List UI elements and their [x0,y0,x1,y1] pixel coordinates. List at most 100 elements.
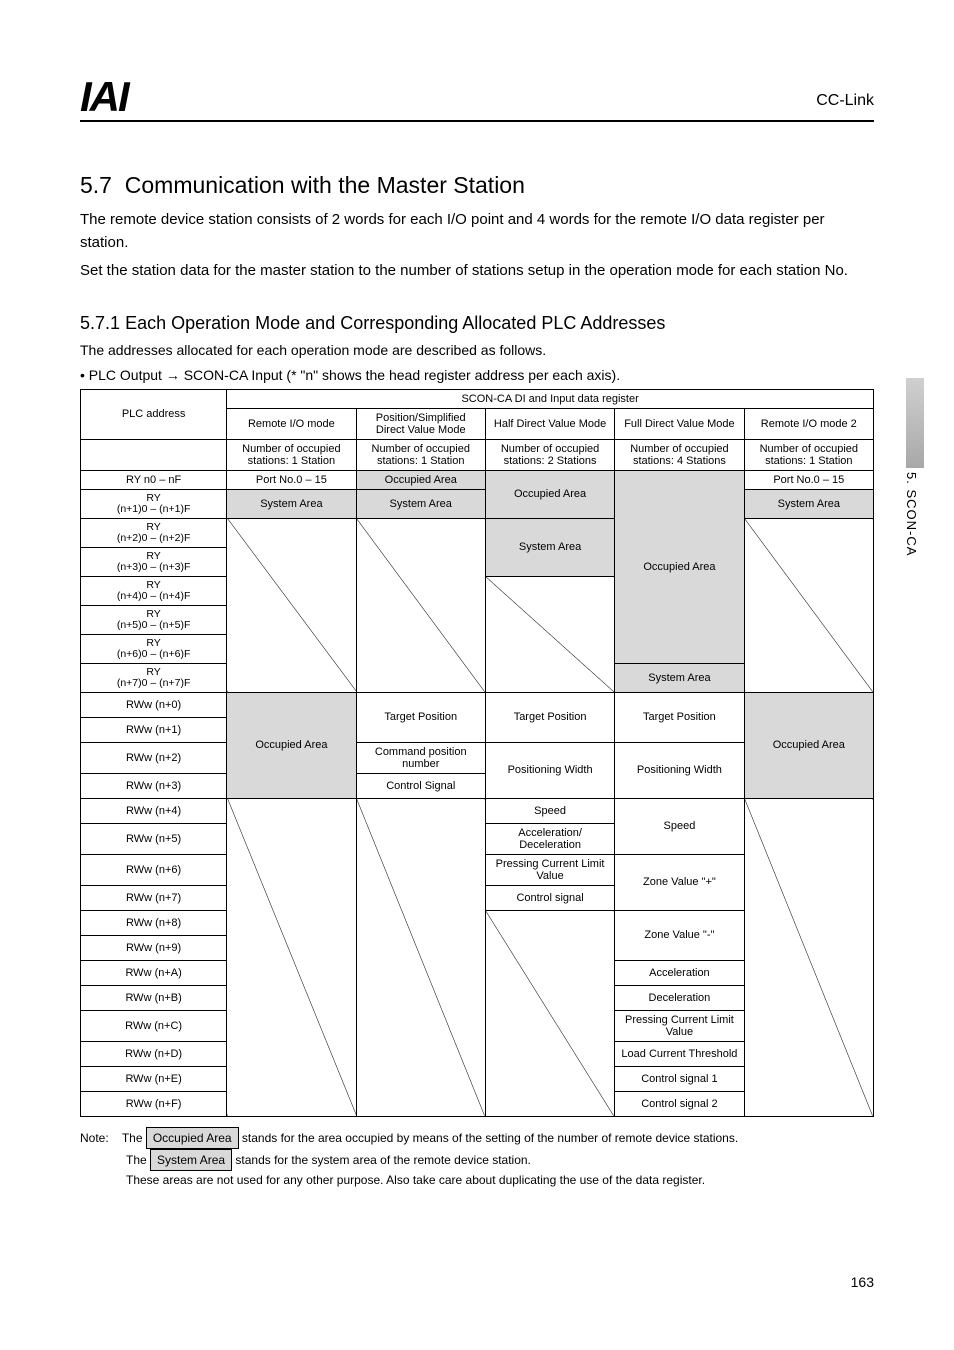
cell-accel-decel: Acceleration/ Deceleration [485,823,614,854]
cell-ctrl-signal: Control Signal [356,773,485,798]
page-number: 163 [851,1274,874,1290]
hdr-empty [81,439,227,470]
subsection-heading: 5.7.1 Each Operation Mode and Correspond… [80,313,874,334]
cell-ctrl2: Control signal 2 [615,1091,744,1116]
cell-system: System Area [485,518,614,576]
subsection-number: 5.7.1 [80,313,120,333]
table-row-addr: RWw (n+A) [81,960,227,985]
cell-system: System Area [744,489,873,518]
cell-diag [744,518,873,692]
table-row-addr: RY(n+1)0 – (n+1)F [81,489,227,518]
table-row-addr: RWw (n+7) [81,885,227,910]
cell-port-no: Port No.0 – 15 [744,470,873,489]
section-title: Communication with the Master Station [125,172,525,198]
note-line2-a: The [126,1153,147,1167]
hdr-plc-address: PLC address [81,389,227,439]
table-row-addr: RWw (n+8) [81,910,227,935]
cell-speed: Speed [615,798,744,854]
note-line1-a: The [122,1131,143,1145]
section-number: 5.7 [80,172,112,198]
cell-press-limit: Pressing Current Limit Value [615,1010,744,1041]
note-label: Note: [80,1131,109,1145]
table-row-addr: RY n0 – nF [81,470,227,489]
hdr-mode-remote1: Remote I/O mode [227,408,356,439]
cell-system: System Area [227,489,356,518]
note-line3: These areas are not used for any other p… [80,1171,874,1189]
cell-ctrl-lower: Control signal [485,885,614,910]
cell-system: System Area [356,489,485,518]
cell-occupied: Occupied Area [227,692,356,798]
cell-pos-width: Positioning Width [615,742,744,798]
cell-diag [356,798,485,1116]
table-row-addr: RWw (n+D) [81,1041,227,1066]
table-row-addr: RWw (n+1) [81,717,227,742]
cell-occupied: Occupied Area [615,470,744,663]
page-header: IAI CC-Link [80,80,874,122]
cell-diag [485,576,614,692]
hdr-super: SCON-CA DI and Input data register [227,389,874,408]
section-para-1: The remote device station consists of 2 … [80,209,874,254]
cell-occupied: Occupied Area [485,470,614,518]
hdr-stn-1b: Number of occupied stations: 1 Station [356,439,485,470]
hdr-mode-full: Full Direct Value Mode [615,408,744,439]
subsection-para: The addresses allocated for each operati… [80,340,874,361]
cell-port-no: Port No.0 – 15 [227,470,356,489]
cell-occupied: Occupied Area [356,470,485,489]
hdr-mode-half: Half Direct Value Mode [485,408,614,439]
hdr-mode-remote2: Remote I/O mode 2 [744,408,873,439]
cell-target-pos: Target Position [356,692,485,742]
section-heading: 5.7 Communication with the Master Statio… [80,172,874,199]
table-row-addr: RY(n+3)0 – (n+3)F [81,547,227,576]
table-row-addr: RWw (n+0) [81,692,227,717]
allocation-table: PLC address SCON-CA DI and Input data re… [80,389,874,1117]
cell-target-pos: Target Position [485,692,614,742]
hdr-mode-possimp: Position/Simplified Direct Value Mode [356,408,485,439]
logo-block: IAI [80,80,128,116]
hdr-stn-1c: Number of occupied stations: 1 Station [744,439,873,470]
table-row-addr: RWw (n+2) [81,742,227,773]
cell-system: System Area [615,663,744,692]
table-row-addr: RY(n+4)0 – (n+4)F [81,576,227,605]
side-tab-label: 5. SCON-CA [904,468,919,556]
table-row-addr: RY(n+7)0 – (n+7)F [81,663,227,692]
cell-target-pos: Target Position [615,692,744,742]
note-block: Note: The Occupied Area stands for the a… [80,1127,874,1189]
hdr-stn-4: Number of occupied stations: 4 Stations [615,439,744,470]
table-row-addr: RWw (n+C) [81,1010,227,1041]
doc-id: CC-Link [816,92,874,116]
cell-accel: Acceleration [615,960,744,985]
cell-diag [356,518,485,692]
section-para-2: Set the station data for the master stat… [80,260,874,283]
side-tab-bar [906,378,924,468]
note-line2-b: stands for the system area of the remote… [235,1153,530,1167]
cell-diag [744,798,873,1116]
note-occupied-box: Occupied Area [146,1127,239,1149]
cell-occupied: Occupied Area [744,692,873,798]
cell-ctrl1: Control signal 1 [615,1066,744,1091]
cell-load-thresh: Load Current Threshold [615,1041,744,1066]
cell-cmd-pos: Command position number [356,742,485,773]
table-row-addr: RWw (n+B) [81,985,227,1010]
bullet-line: • PLC Output → SCON-CA Input (* "n" show… [80,367,874,383]
cell-zone-minus: Zone Value "-" [615,910,744,960]
note-system-box: System Area [150,1149,232,1171]
table-row-addr: RWw (n+5) [81,823,227,854]
cell-decel: Deceleration [615,985,744,1010]
note-line2: The System Area stands for the system ar… [80,1149,874,1171]
table-row-addr: RWw (n+9) [81,935,227,960]
side-tab: 5. SCON-CA [904,378,926,556]
table-row-addr: RY(n+2)0 – (n+2)F [81,518,227,547]
cell-press-limit: Pressing Current Limit Value [485,854,614,885]
table-row-addr: RY(n+5)0 – (n+5)F [81,605,227,634]
cell-diag [227,798,356,1116]
hdr-stn-2: Number of occupied stations: 2 Stations [485,439,614,470]
cell-pos-width: Positioning Width [485,742,614,798]
table-row-addr: RWw (n+6) [81,854,227,885]
note-line1-b: stands for the area occupied by means of… [242,1131,738,1145]
table-row-addr: RWw (n+E) [81,1066,227,1091]
table-row-addr: RWw (n+3) [81,773,227,798]
hdr-stn-1a: Number of occupied stations: 1 Station [227,439,356,470]
table-row-addr: RWw (n+4) [81,798,227,823]
cell-diag [227,518,356,692]
logo-text: IAI [80,73,128,120]
